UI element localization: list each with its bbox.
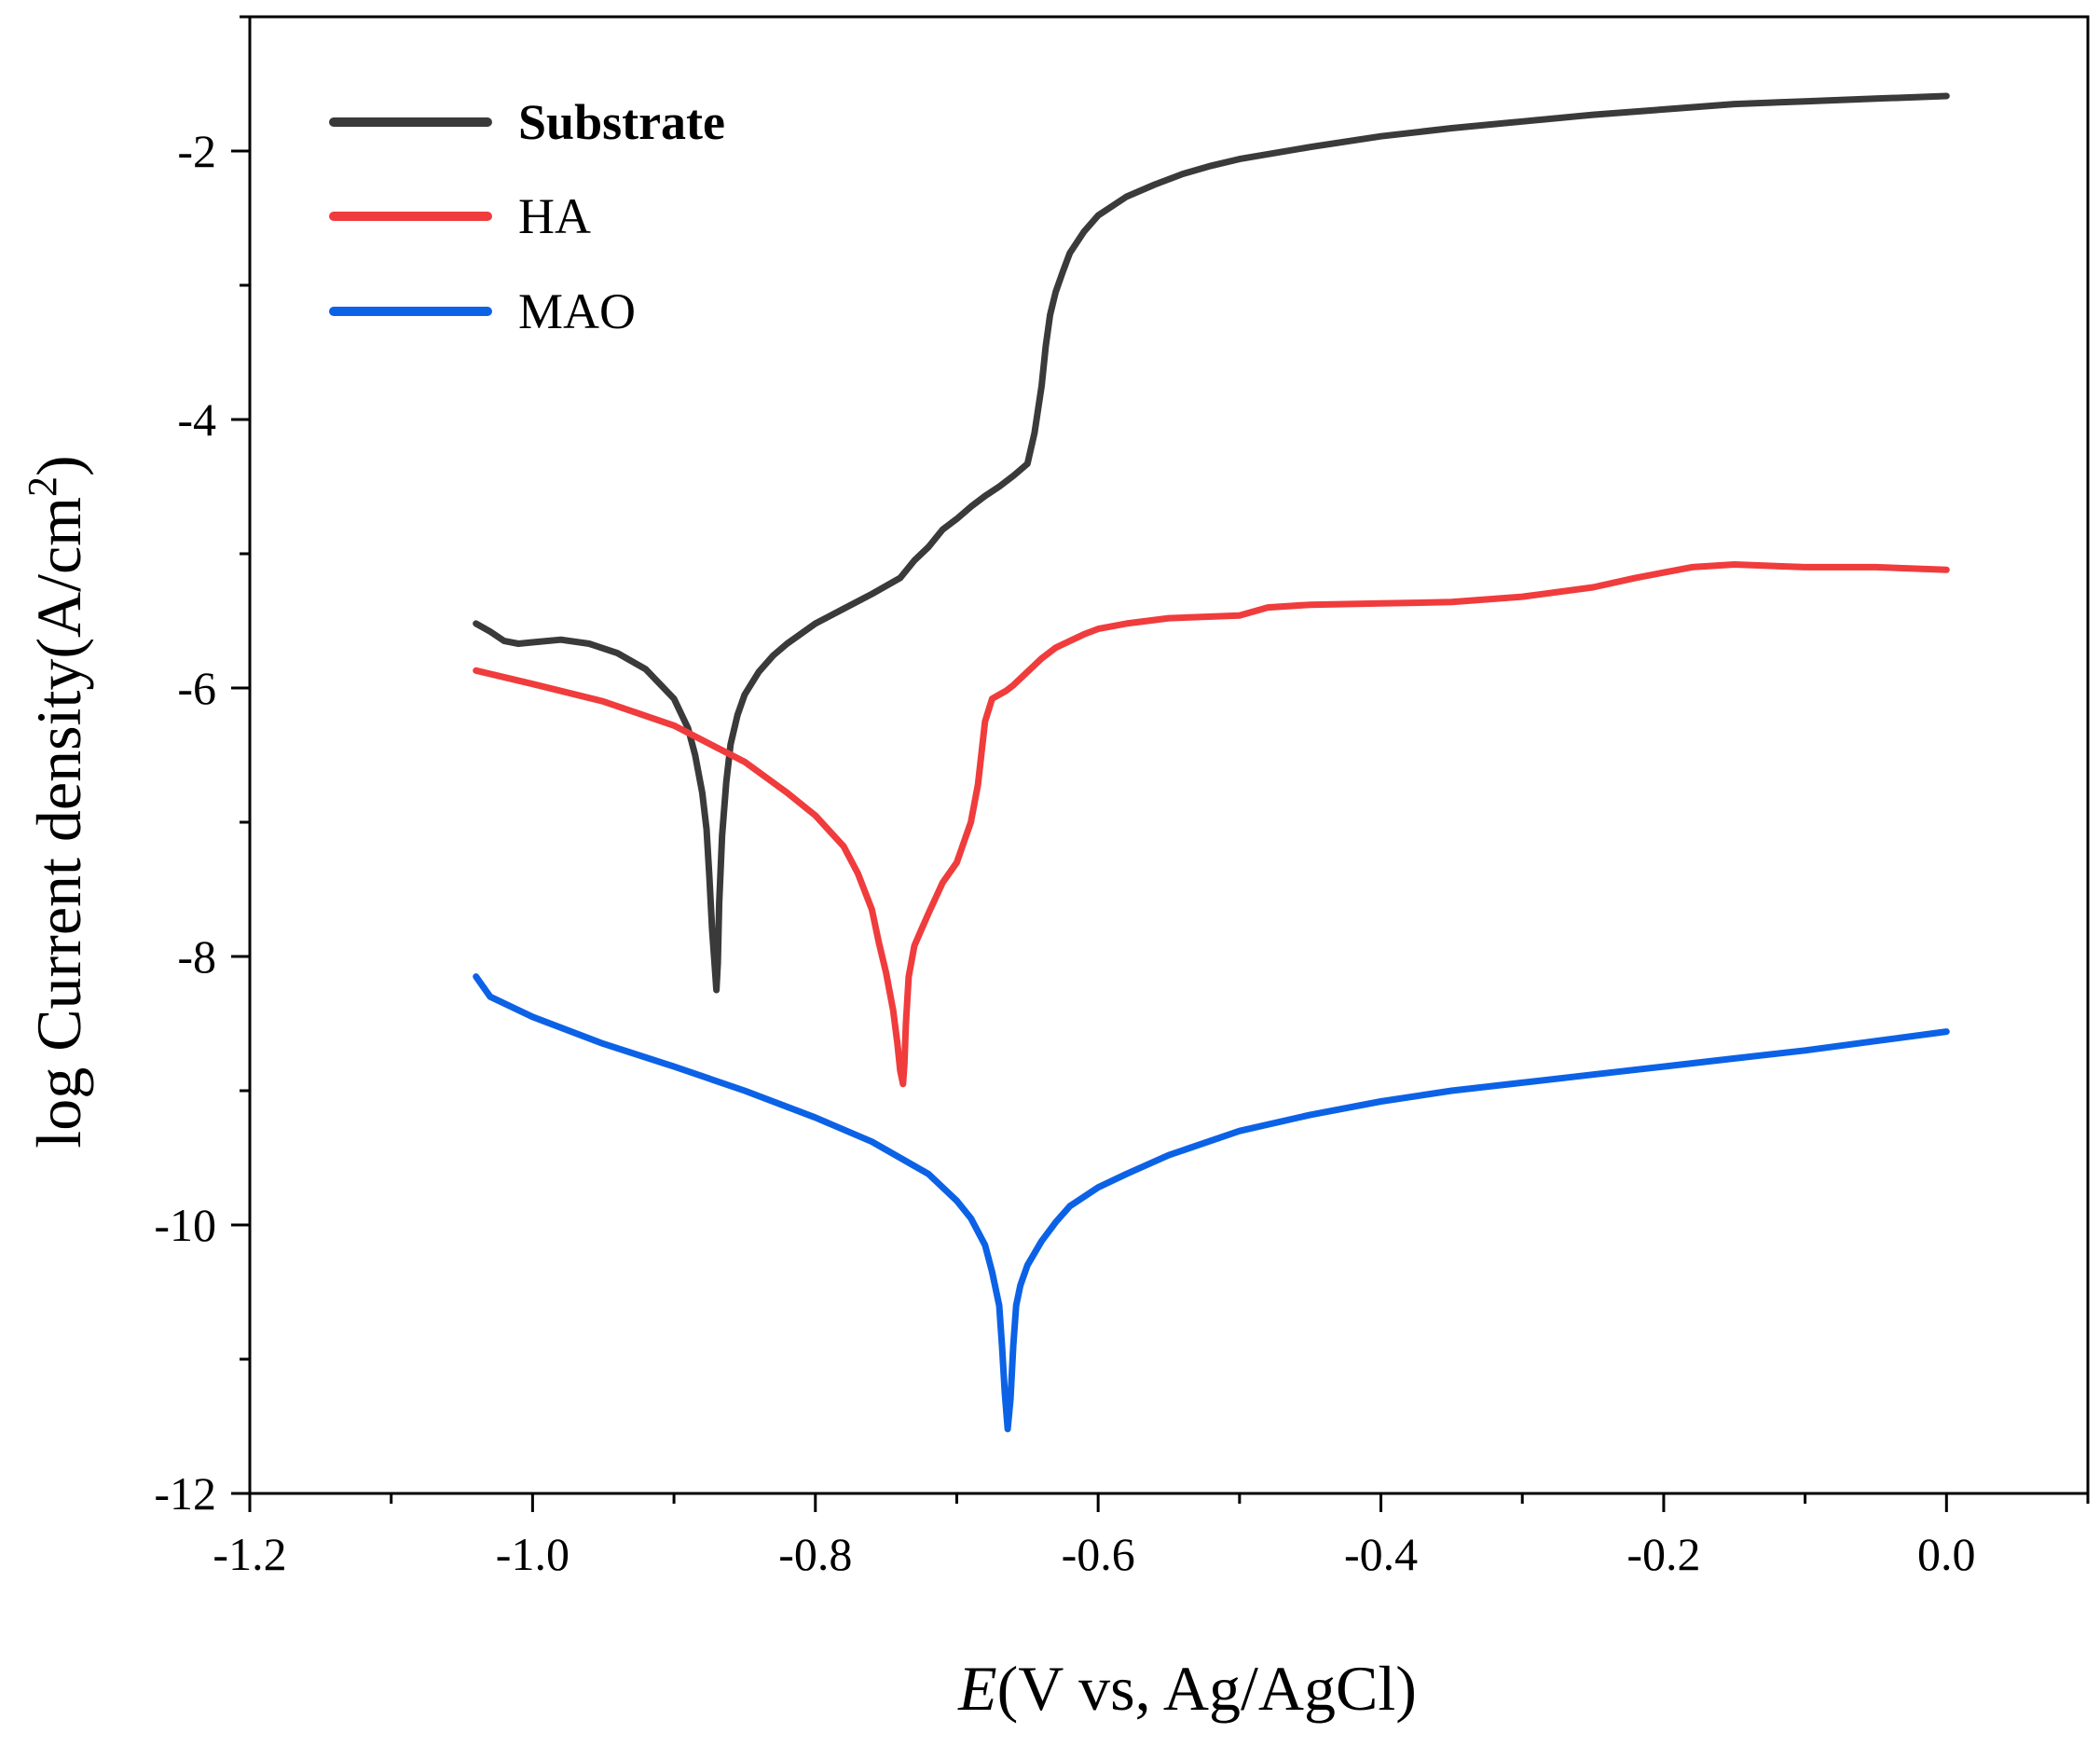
legend-label-substrate: Substrate <box>518 94 725 150</box>
legend-label-ha: HA <box>518 188 591 244</box>
y-tick-label: -6 <box>177 662 216 714</box>
x-axis-title: E(V vs, Ag/AgCl) <box>957 1653 1417 1724</box>
x-tick-label: -1.2 <box>213 1528 286 1580</box>
x-tick-label: -1.0 <box>496 1528 570 1580</box>
x-axis-title-unit: (V vs, Ag/AgCl) <box>997 1653 1417 1724</box>
y-axis-title-close: ) <box>23 455 94 476</box>
series-layer <box>473 92 1950 1433</box>
series-line-ha <box>473 561 1950 1088</box>
x-tick-label: -0.6 <box>1062 1528 1135 1580</box>
y-tick-label: -10 <box>154 1199 216 1251</box>
legend-label-mao: MAO <box>518 283 636 339</box>
y-axis-title-text: log Current density(A/cm <box>23 497 94 1149</box>
x-tick-label: -0.2 <box>1626 1528 1700 1580</box>
y-tick-label: -12 <box>154 1467 216 1520</box>
x-axis-title-variable: E <box>957 1653 997 1724</box>
x-tick-label: 0.0 <box>1917 1528 1976 1580</box>
axes-layer: -1.2 -1.0 -0.8 -0.6 -0.4 -0.2 0.0 -12 -10 -8 -6 -4 -… <box>154 15 2090 1580</box>
x-tick-label: -0.8 <box>778 1528 852 1580</box>
y-tick-label: -8 <box>177 930 216 983</box>
y-axis-title-superscript: 2 <box>20 476 65 497</box>
x-tick-label: -0.4 <box>1344 1528 1418 1580</box>
legend: Substrate HA MAO <box>329 94 725 339</box>
axis-labels: E(V vs, Ag/AgCl) log Current density(A/cm… <box>20 455 1417 1724</box>
series-line-substrate <box>473 92 1950 994</box>
y-tick-label: -4 <box>177 393 216 446</box>
y-axis-title: log Current density(A/cm2) <box>20 455 94 1148</box>
y-tick-label: -2 <box>177 125 216 177</box>
series-line-mao <box>473 973 1950 1433</box>
plot-frame <box>248 15 2090 1495</box>
